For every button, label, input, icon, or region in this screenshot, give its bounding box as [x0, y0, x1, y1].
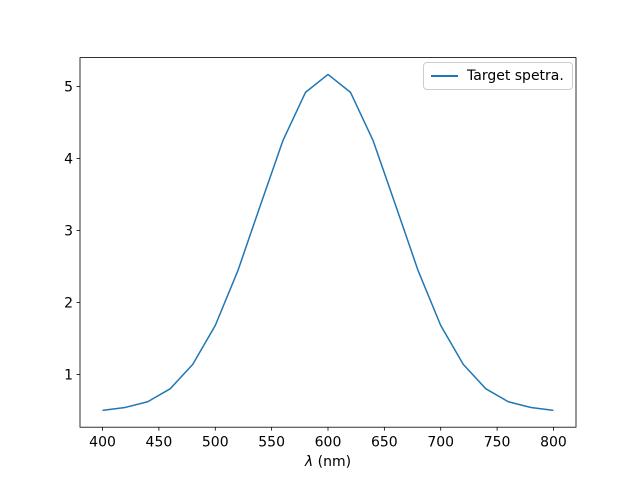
y-tick-label: 3 — [64, 224, 73, 240]
y-tick-label: 4 — [64, 152, 73, 168]
y-tick-label: 1 — [64, 367, 73, 383]
series-line — [102, 73, 554, 412]
axes-spines — [79, 57, 577, 428]
y-tick-label: 2 — [64, 295, 73, 311]
x-tick-label: 800 — [540, 435, 567, 451]
y-tick-label: 5 — [64, 80, 73, 96]
x-tick-label: 500 — [202, 435, 229, 451]
legend-line-sample — [431, 75, 458, 77]
x-tick-label: 600 — [315, 435, 342, 451]
x-tick-label: 550 — [258, 435, 285, 451]
x-tick-label: 400 — [89, 435, 116, 451]
x-tick-label: 450 — [146, 435, 173, 451]
x-tick-label: 700 — [427, 435, 454, 451]
x-tick-label: 650 — [371, 435, 398, 451]
x-axis-label: λ (nm) — [304, 454, 352, 470]
legend: Target spetra. — [423, 62, 573, 90]
legend-label: Target spetra. — [467, 68, 564, 84]
x-tick-label: 750 — [484, 435, 511, 451]
